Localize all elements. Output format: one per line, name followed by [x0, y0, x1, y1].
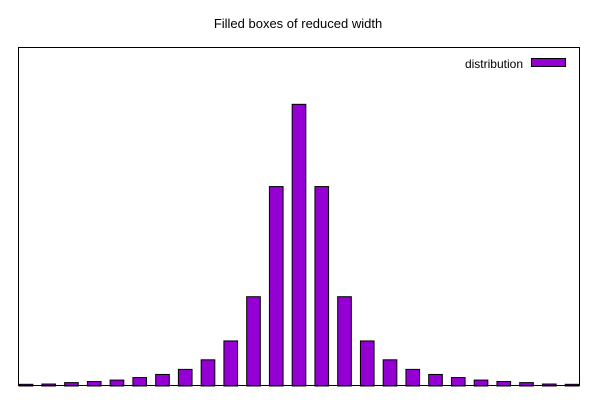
- bar-5: [132, 377, 148, 387]
- bar-13: [314, 186, 330, 387]
- bars-layer: [18, 103, 580, 387]
- bar-6: [155, 373, 170, 387]
- bar-14: [337, 296, 352, 387]
- legend: distribution: [465, 57, 566, 71]
- bar-9: [223, 340, 239, 387]
- legend-swatch: [531, 58, 566, 67]
- bar-18: [428, 373, 443, 387]
- chart-title: Filled boxes of reduced width: [214, 16, 382, 31]
- plot-frame: [18, 47, 580, 386]
- bar-12: [291, 103, 307, 387]
- bar-11: [268, 186, 284, 387]
- bar-17: [405, 368, 421, 387]
- bar-8: [200, 359, 216, 387]
- bar-16: [382, 359, 398, 387]
- bar-7: [177, 368, 193, 387]
- bar-10: [246, 296, 261, 387]
- legend-label: distribution: [465, 57, 523, 71]
- bar-19: [450, 377, 466, 387]
- bar-15: [359, 340, 375, 387]
